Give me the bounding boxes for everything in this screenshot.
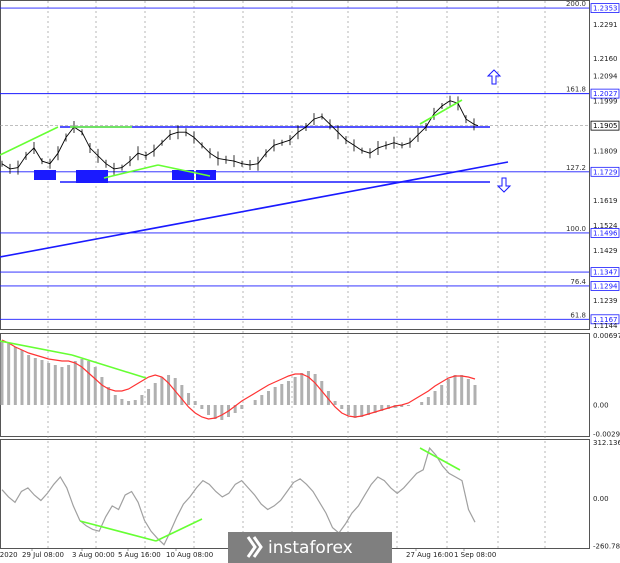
divergence-line [155,518,203,542]
zone-marker [172,170,194,180]
price-axis-label: 1.1294 [593,282,618,290]
price-tag [590,228,620,238]
price-panel [0,0,590,330]
price-axis-label: 1.1729 [593,168,618,176]
cci-axis-label: 312.1363 [593,439,620,447]
fib-level-label: 61.8 [570,311,586,319]
price-axis-label: 1.1619 [593,197,618,205]
divergence-line [419,99,463,125]
time-axis-label: 10 Aug 08:00 [166,551,213,559]
arrow-up-icon [486,69,502,85]
divergence-line [71,354,147,379]
price-axis-label: 1.1999 [593,97,618,105]
price-axis-label: 1.1524 [593,222,618,230]
price-axis-label: 1.1905 [593,122,618,130]
zone-marker [76,170,108,183]
watermark-brand: instaforex [268,538,353,558]
macd-axis-label: 0.00 [593,402,609,410]
price-series [1,95,479,175]
instaforex-watermark: instaforex [228,532,392,563]
time-axis-label: 5 Aug 16:00 [118,551,161,559]
price-axis-label: 1.1144 [593,322,618,330]
fib-level-label: 76.4 [570,278,586,286]
price-axis-label: 1.1167 [593,316,618,324]
divergence-line [0,340,73,356]
time-axis-label: 3 Aug 00:00 [72,551,115,559]
macd-axis: 0.00697 0.00 -0.00292 [593,332,620,439]
time-axis-label: 29 Jul 08:00 [22,551,64,559]
divergence-line [0,126,59,156]
price-axis-label: 1.1809 [593,147,618,155]
price-axis-label: 1.2353 [593,5,618,13]
divergence-line [157,164,211,177]
fib-level-label: 161.8 [566,86,586,94]
cci-panel [0,439,590,549]
price-tag [590,3,620,13]
price-axis-label: 1.1429 [593,247,618,255]
macd-axis-label: 0.00697 [593,332,620,340]
divergence-line [419,447,461,471]
macd-signal-line [1,339,476,420]
instaforex-logo-icon [246,536,263,558]
time-axis-label: 1 Sep 08:00 [454,551,496,559]
price-axis-label: 1.1239 [593,297,618,305]
price-axis-label: 1.1347 [593,269,618,277]
price-tag [590,314,620,325]
fib-levels: 200.0 161.8 127.2 100.0 76.4 61.8 [0,0,589,320]
price-line [473,123,479,127]
price-tag [590,281,620,291]
arrow-down-icon [496,177,512,193]
divergence-line [103,164,159,179]
support-trendline[interactable] [0,161,509,258]
price-tag [590,88,620,99]
price-axis-label: 1.2291 [593,21,618,29]
price-line [1,100,475,170]
time-axis-label: 27 Aug 16:00 [406,551,453,559]
divergence-line [79,520,157,542]
price-axis-label: 1.2027 [593,90,618,98]
macd-histogram [0,339,477,420]
price-tag [590,120,620,131]
price-axis-label: 1.1496 [593,229,618,237]
macd-axis-label: -0.00292 [593,431,620,439]
price-axis-label: 1.2094 [593,73,618,81]
price-tag [590,166,620,177]
fib-level-label: 200.0 [566,0,586,8]
fib-level-label: 127.2 [566,164,586,172]
cci-axis-label: 0.00 [593,495,609,503]
zone-marker [34,170,56,180]
time-axis-label: 26 Jul 2020 [0,551,18,559]
time-gridlines [47,1,546,548]
fib-level-label: 100.0 [566,225,586,233]
price-axis-label: 1.2160 [593,55,618,63]
price-tag [590,267,620,277]
